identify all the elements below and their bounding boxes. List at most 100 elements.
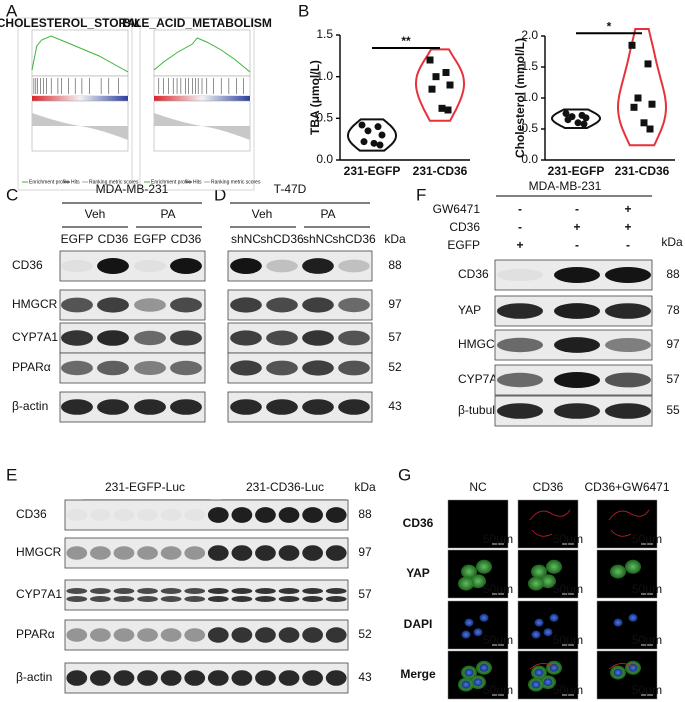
y-axis-label: TBA (μmol/L) bbox=[308, 60, 322, 135]
blot-band bbox=[302, 360, 334, 376]
blot-band bbox=[255, 588, 276, 594]
nucleus bbox=[479, 613, 489, 622]
row-label: PPARα bbox=[12, 360, 51, 374]
blot-band bbox=[134, 399, 166, 415]
blot-band bbox=[255, 596, 276, 602]
treatment-sign: - bbox=[575, 238, 579, 252]
data-point bbox=[374, 123, 382, 131]
treatment-sign: + bbox=[573, 220, 580, 234]
column-label: CD36 bbox=[533, 480, 564, 494]
data-point bbox=[438, 104, 446, 112]
blot-band bbox=[97, 360, 129, 376]
data-point bbox=[562, 110, 570, 117]
nucleus bbox=[531, 680, 541, 689]
blot-band bbox=[302, 545, 324, 561]
micrograph bbox=[517, 650, 579, 700]
kda-value: 57 bbox=[358, 587, 372, 601]
panel-label: A bbox=[6, 1, 18, 20]
blot-band bbox=[170, 258, 202, 274]
blot-band bbox=[207, 588, 229, 594]
blot-membrane bbox=[64, 579, 349, 611]
kda-value: 88 bbox=[358, 507, 372, 521]
blot-band bbox=[184, 596, 206, 602]
blot-title: T-47D bbox=[274, 182, 307, 196]
membrane-stain bbox=[608, 663, 634, 670]
blot-band bbox=[61, 297, 93, 313]
lane-label: shNC bbox=[303, 232, 333, 246]
blot-band bbox=[137, 588, 158, 594]
blot-band bbox=[604, 338, 652, 352]
blot-membrane bbox=[64, 499, 349, 531]
kda-value: 43 bbox=[388, 399, 402, 413]
treatment-sign: - bbox=[518, 220, 522, 234]
data-point bbox=[582, 114, 590, 122]
micrograph bbox=[596, 549, 658, 599]
kda-value: 55 bbox=[666, 403, 680, 417]
data-point bbox=[634, 94, 642, 102]
blot-band bbox=[89, 546, 111, 560]
lane-label: shCD36 bbox=[332, 232, 376, 246]
blot-membrane bbox=[64, 619, 349, 651]
row-label: CYP7A1 bbox=[16, 587, 62, 601]
micrograph bbox=[447, 499, 509, 549]
kda-value: 52 bbox=[388, 360, 402, 374]
blot-band bbox=[113, 588, 135, 594]
blot-band bbox=[266, 330, 298, 346]
blot-band bbox=[89, 588, 111, 594]
blot-band bbox=[170, 297, 202, 313]
scale-bar-label: 50μm bbox=[483, 582, 513, 596]
blot-band bbox=[231, 670, 253, 686]
blot-band bbox=[207, 545, 229, 561]
row-label: β-actin bbox=[12, 399, 48, 413]
column-label: CD36+GW6471 bbox=[584, 480, 669, 494]
blot-band bbox=[325, 596, 347, 602]
row-label: PPARα bbox=[16, 627, 55, 641]
blot-band bbox=[266, 259, 298, 273]
cell bbox=[476, 559, 492, 574]
blot-band bbox=[61, 360, 93, 376]
y-axis-label: Cholesterol (mmol/L) bbox=[513, 38, 527, 158]
row-label: CYP7A1 bbox=[12, 330, 58, 344]
y-tick-label: 1.5 bbox=[521, 59, 538, 73]
blot-band bbox=[134, 330, 166, 346]
blot-band bbox=[114, 509, 135, 521]
violin bbox=[347, 118, 397, 152]
scale-bar-label: 50μm bbox=[553, 532, 583, 546]
blot-band bbox=[553, 267, 601, 283]
legend-text: Ranking metric scores bbox=[211, 179, 261, 185]
blot-band bbox=[89, 670, 111, 686]
blot-band bbox=[207, 596, 229, 602]
data-point bbox=[426, 56, 434, 64]
blot-band bbox=[255, 627, 276, 643]
blot-band bbox=[160, 596, 182, 602]
treatment-sign: - bbox=[575, 202, 579, 216]
blot-band bbox=[230, 258, 262, 274]
gsea-title: CHOLESTEROL_STORAGE bbox=[0, 16, 153, 30]
row-label: β-tubulin bbox=[458, 403, 504, 417]
enrichment-curve bbox=[31, 35, 129, 73]
nucleus bbox=[464, 668, 474, 677]
blot-band bbox=[604, 372, 652, 388]
row-label: CD36 bbox=[403, 516, 434, 530]
treatment-sign: - bbox=[626, 238, 630, 252]
blot-band bbox=[604, 303, 652, 319]
lane-label: EGFP bbox=[134, 232, 167, 246]
panel-label: F bbox=[416, 185, 426, 204]
blot-band bbox=[113, 670, 135, 686]
scale-bar-label: 50μm bbox=[483, 532, 513, 546]
legend-text: Ranking metric scores bbox=[89, 179, 139, 185]
blot-band bbox=[302, 507, 324, 523]
blot-band bbox=[97, 258, 129, 274]
micrograph bbox=[596, 499, 658, 549]
blot-band bbox=[302, 399, 334, 415]
scale-bar-label: 50μm bbox=[632, 532, 662, 546]
violin bbox=[616, 28, 668, 147]
blot-band bbox=[134, 361, 166, 375]
data-point bbox=[648, 100, 656, 108]
blot-band bbox=[170, 399, 202, 415]
data-point bbox=[432, 73, 440, 81]
y-tick-label: 1.0 bbox=[316, 69, 333, 83]
x-tick-label: 231-EGFP bbox=[344, 164, 401, 178]
row-label: HMGCR bbox=[458, 337, 504, 351]
panel-label: E bbox=[6, 465, 17, 484]
